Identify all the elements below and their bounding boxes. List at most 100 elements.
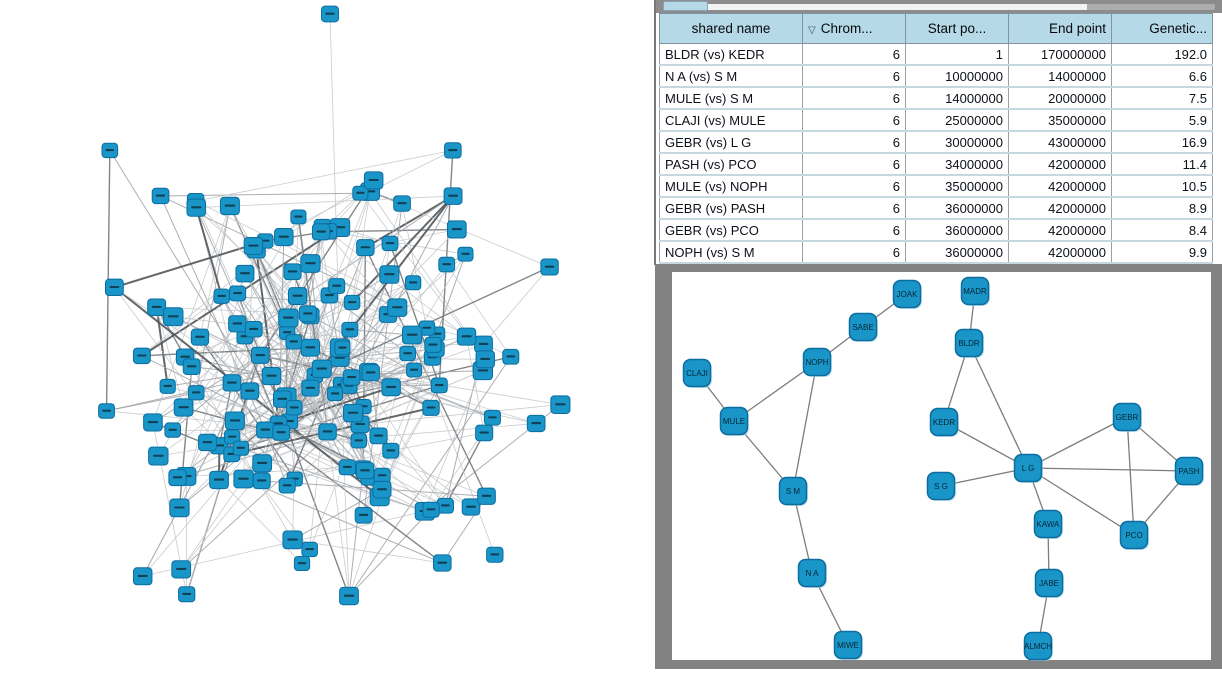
network-node[interactable] [133, 348, 150, 363]
network-node[interactable] [279, 478, 295, 493]
network-node[interactable] [199, 434, 217, 450]
network-node[interactable] [478, 488, 496, 504]
network-node[interactable] [476, 351, 494, 368]
network-node-NOPH[interactable]: NOPH [804, 349, 833, 378]
network-node[interactable] [234, 470, 253, 488]
network-node[interactable] [487, 547, 503, 562]
network-node[interactable] [339, 460, 355, 475]
network-node[interactable] [188, 386, 204, 400]
network-node[interactable] [370, 428, 387, 444]
network-node[interactable] [284, 264, 301, 280]
network-node[interactable] [164, 308, 183, 326]
network-node[interactable] [484, 410, 500, 425]
network-node[interactable] [551, 396, 570, 414]
network-node-PASH[interactable]: PASH [1176, 458, 1205, 487]
table-corner-tab[interactable] [663, 1, 708, 11]
scrollbar-thumb[interactable] [1087, 4, 1215, 10]
network-node[interactable] [357, 240, 374, 256]
network-node[interactable] [148, 299, 166, 315]
network-node[interactable] [445, 143, 462, 158]
network-node[interactable] [457, 328, 475, 345]
network-node[interactable] [229, 316, 246, 332]
network-node[interactable] [382, 236, 398, 250]
scrollbar-track[interactable] [678, 4, 1088, 10]
network-node-CLAJI[interactable]: CLAJI [684, 360, 713, 389]
network-node-L G[interactable]: L G [1015, 455, 1044, 484]
network-node[interactable] [312, 360, 331, 377]
network-node[interactable] [236, 265, 254, 282]
network-node[interactable] [210, 471, 229, 488]
network-edge[interactable] [484, 267, 550, 344]
network-node[interactable] [476, 425, 493, 441]
network-node-JABE[interactable]: JABE [1036, 570, 1065, 599]
network-node[interactable] [291, 210, 306, 224]
network-node[interactable] [388, 299, 407, 317]
network-node[interactable] [179, 587, 195, 602]
network-node[interactable] [302, 380, 319, 396]
network-node[interactable] [328, 387, 343, 401]
network-node[interactable] [423, 502, 439, 517]
network-node[interactable] [343, 370, 360, 385]
network-node[interactable] [245, 322, 262, 337]
network-node-BLDR[interactable]: BLDR [956, 330, 985, 359]
network-node[interactable] [283, 531, 302, 549]
network-node[interactable] [165, 423, 181, 437]
network-node[interactable] [312, 224, 329, 240]
network-node[interactable] [364, 172, 383, 189]
network-node[interactable] [223, 375, 241, 391]
network-node[interactable] [214, 289, 229, 303]
column-header-0[interactable]: shared name [660, 14, 803, 44]
network-node[interactable] [170, 499, 189, 517]
network-node[interactable] [191, 329, 208, 345]
network-node[interactable] [541, 259, 558, 275]
network-node[interactable] [344, 404, 363, 422]
network-node[interactable] [183, 359, 200, 375]
network-node[interactable] [172, 561, 191, 578]
network-node-KAWA[interactable]: KAWA [1035, 511, 1064, 540]
network-node[interactable] [462, 499, 480, 515]
network-node[interactable] [105, 279, 123, 295]
network-node[interactable] [342, 322, 358, 337]
network-node[interactable] [425, 337, 441, 352]
filter-icon[interactable]: ▽ [808, 25, 816, 36]
network-node[interactable] [458, 247, 473, 261]
column-header-1[interactable]: ▽Chrom... [803, 14, 906, 44]
network-node-MADR[interactable]: MADR [962, 278, 991, 307]
network-node-KEDR[interactable]: KEDR [931, 409, 960, 438]
network-node[interactable] [302, 542, 318, 556]
network-node[interactable] [380, 266, 399, 284]
network-node[interactable] [99, 404, 115, 419]
network-node[interactable] [241, 383, 259, 399]
network-node-N A[interactable]: N A [799, 560, 828, 589]
network-node[interactable] [253, 455, 272, 472]
column-header-2[interactable]: Start po... [906, 14, 1009, 44]
network-node[interactable] [294, 556, 309, 570]
network-node[interactable] [402, 326, 421, 344]
network-node[interactable] [423, 400, 439, 415]
network-node[interactable] [230, 286, 246, 301]
network-node[interactable] [355, 508, 372, 524]
network-node[interactable] [335, 341, 350, 355]
network-node[interactable] [382, 379, 400, 396]
network-node[interactable] [503, 349, 519, 364]
network-node-S G[interactable]: S G [928, 473, 957, 502]
network-node[interactable] [475, 336, 493, 352]
network-node[interactable] [187, 199, 206, 216]
network-node-ALMCH[interactable]: ALMCH [1024, 633, 1053, 662]
network-node[interactable] [322, 6, 339, 22]
network-node[interactable] [253, 473, 270, 489]
network-node[interactable] [400, 346, 416, 360]
network-node[interactable] [431, 378, 447, 393]
network-node[interactable] [434, 555, 452, 571]
network-node[interactable] [144, 414, 163, 431]
network-node[interactable] [102, 143, 118, 157]
